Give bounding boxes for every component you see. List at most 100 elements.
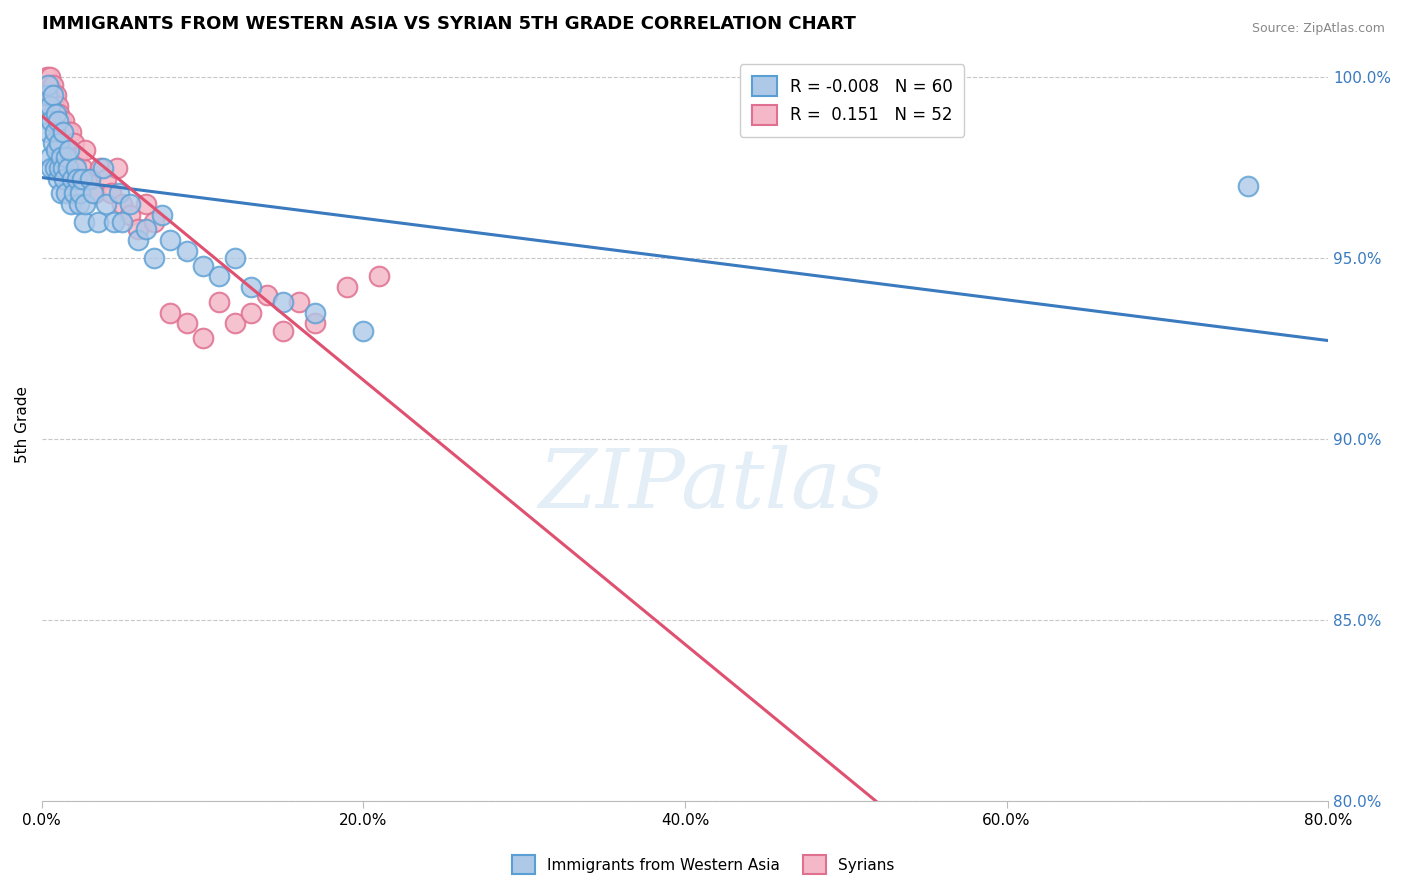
Legend: Immigrants from Western Asia, Syrians: Immigrants from Western Asia, Syrians [506, 849, 900, 880]
Point [120, 208, 142, 222]
Point [70, 161, 93, 175]
Point [65, 161, 87, 175]
Point [48, 106, 70, 120]
Point [60, 150, 83, 164]
Point [49, 150, 72, 164]
Point [368, 269, 391, 284]
Point [111, 197, 134, 211]
Point [105, 161, 128, 175]
Point [59, 125, 82, 139]
Point [49, 113, 72, 128]
Point [41, 88, 63, 103]
Point [66, 171, 89, 186]
Point [152, 208, 174, 222]
Point [56, 161, 79, 175]
Point [304, 317, 326, 331]
Point [35, 88, 58, 103]
Point [52, 161, 75, 175]
Point [55, 150, 77, 164]
Point [38, 78, 60, 92]
Point [53, 171, 76, 186]
Point [256, 287, 278, 301]
Point [79, 171, 101, 186]
Point [63, 136, 86, 150]
Point [35, 70, 58, 85]
Point [143, 215, 166, 229]
Point [69, 186, 91, 201]
Point [1236, 178, 1258, 193]
Point [103, 215, 125, 229]
Point [120, 197, 142, 211]
Point [336, 280, 359, 294]
Point [75, 143, 97, 157]
Point [58, 143, 80, 157]
Point [89, 161, 111, 175]
Point [304, 305, 326, 319]
Point [38, 70, 60, 85]
Point [42, 78, 65, 92]
Point [87, 215, 110, 229]
Point [44, 125, 66, 139]
Point [135, 222, 157, 236]
Text: ZIPatlas: ZIPatlas [538, 445, 883, 525]
Point [224, 317, 246, 331]
Point [176, 244, 198, 258]
Point [63, 186, 86, 201]
Point [37, 125, 59, 139]
Point [70, 171, 93, 186]
Text: IMMIGRANTS FROM WESTERN ASIA VS SYRIAN 5TH GRADE CORRELATION CHART: IMMIGRANTS FROM WESTERN ASIA VS SYRIAN 5… [42, 15, 856, 33]
Point [159, 233, 181, 247]
Point [208, 294, 231, 309]
Point [55, 186, 77, 201]
Point [45, 88, 67, 103]
Text: Source: ZipAtlas.com: Source: ZipAtlas.com [1251, 22, 1385, 36]
Point [59, 197, 82, 211]
Point [127, 233, 149, 247]
Point [35, 78, 58, 92]
Point [55, 136, 77, 150]
Point [60, 171, 83, 186]
Point [34, 106, 56, 120]
Point [46, 171, 69, 186]
Point [82, 186, 104, 201]
Point [37, 78, 59, 92]
Point [191, 259, 214, 273]
Point [44, 161, 66, 175]
Point [271, 324, 294, 338]
Point [52, 125, 75, 139]
Legend: R = -0.008   N = 60, R =  0.151   N = 52: R = -0.008 N = 60, R = 0.151 N = 52 [740, 64, 965, 136]
Point [52, 125, 75, 139]
Point [100, 186, 122, 201]
Point [45, 143, 67, 157]
Point [288, 294, 311, 309]
Point [34, 88, 56, 103]
Point [44, 125, 66, 139]
Point [49, 136, 72, 150]
Point [66, 150, 89, 164]
Point [41, 113, 63, 128]
Point [53, 113, 76, 128]
Point [143, 252, 166, 266]
Point [42, 106, 65, 120]
Point [48, 161, 70, 175]
Point [79, 171, 101, 186]
Point [58, 143, 80, 157]
Point [352, 324, 374, 338]
Point [127, 222, 149, 236]
Point [75, 197, 97, 211]
Point [191, 331, 214, 345]
Point [38, 99, 60, 113]
Point [46, 113, 69, 128]
Point [108, 186, 131, 201]
Point [46, 125, 69, 139]
Point [111, 215, 134, 229]
Point [135, 197, 157, 211]
Point [45, 113, 67, 128]
Point [45, 106, 67, 120]
Point [239, 280, 262, 294]
Point [48, 136, 70, 150]
Point [44, 99, 66, 113]
Point [37, 99, 59, 113]
Point [67, 197, 90, 211]
Point [72, 215, 94, 229]
